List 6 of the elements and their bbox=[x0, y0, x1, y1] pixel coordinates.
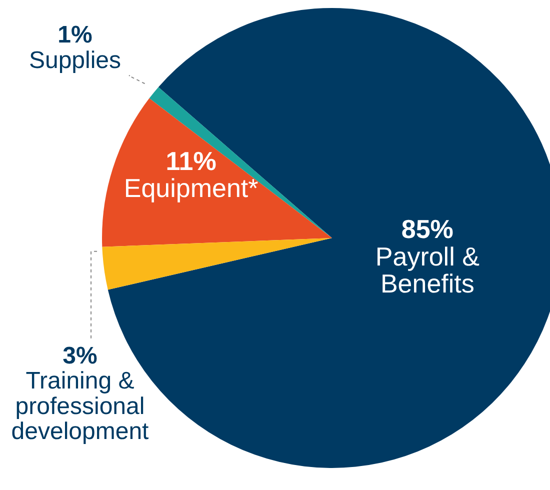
data-label: 3% bbox=[62, 342, 98, 370]
slice-label: Equipment* bbox=[124, 173, 258, 204]
slice-label: Training & professional development bbox=[11, 368, 150, 446]
slice-label: Supplies bbox=[28, 46, 122, 74]
data-label: 1% bbox=[58, 22, 92, 49]
data-label: 11% bbox=[166, 146, 216, 176]
